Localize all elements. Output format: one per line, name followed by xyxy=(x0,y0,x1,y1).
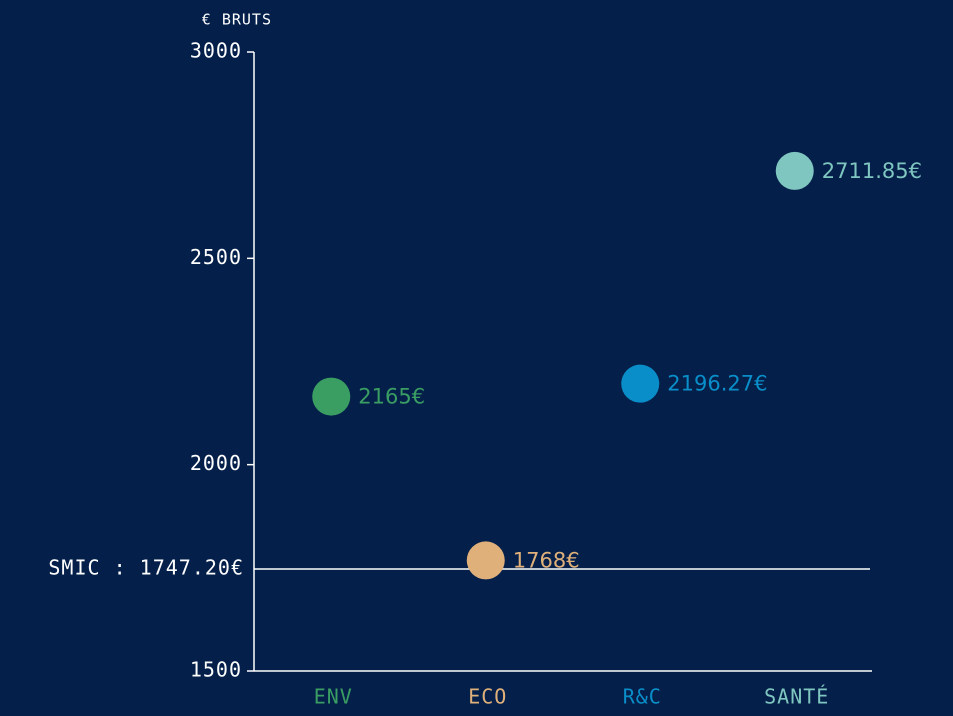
dot xyxy=(312,377,351,416)
x-tick-label: ECO xyxy=(468,685,507,709)
y-tick-label: 1500 xyxy=(190,658,242,682)
dot xyxy=(621,364,660,403)
x-tick-label: R&C xyxy=(623,685,662,709)
dot xyxy=(466,541,505,580)
reference-label: SMIC : 1747.20€ xyxy=(48,555,244,579)
value-label: 2165€ xyxy=(358,385,425,409)
value-label: 2711.85€ xyxy=(822,159,922,183)
y-tick-label: 2000 xyxy=(190,451,242,475)
dot xyxy=(775,151,814,190)
x-tick-label: SANTÉ xyxy=(764,685,829,709)
y-tick-label: 2500 xyxy=(190,245,242,269)
y-tick-label: 3000 xyxy=(190,39,242,63)
y-axis-label: € BRUTS xyxy=(202,11,272,29)
x-tick-label: ENV xyxy=(314,685,353,709)
value-label: 2196.27€ xyxy=(667,372,767,396)
value-label: 1768€ xyxy=(513,548,580,572)
